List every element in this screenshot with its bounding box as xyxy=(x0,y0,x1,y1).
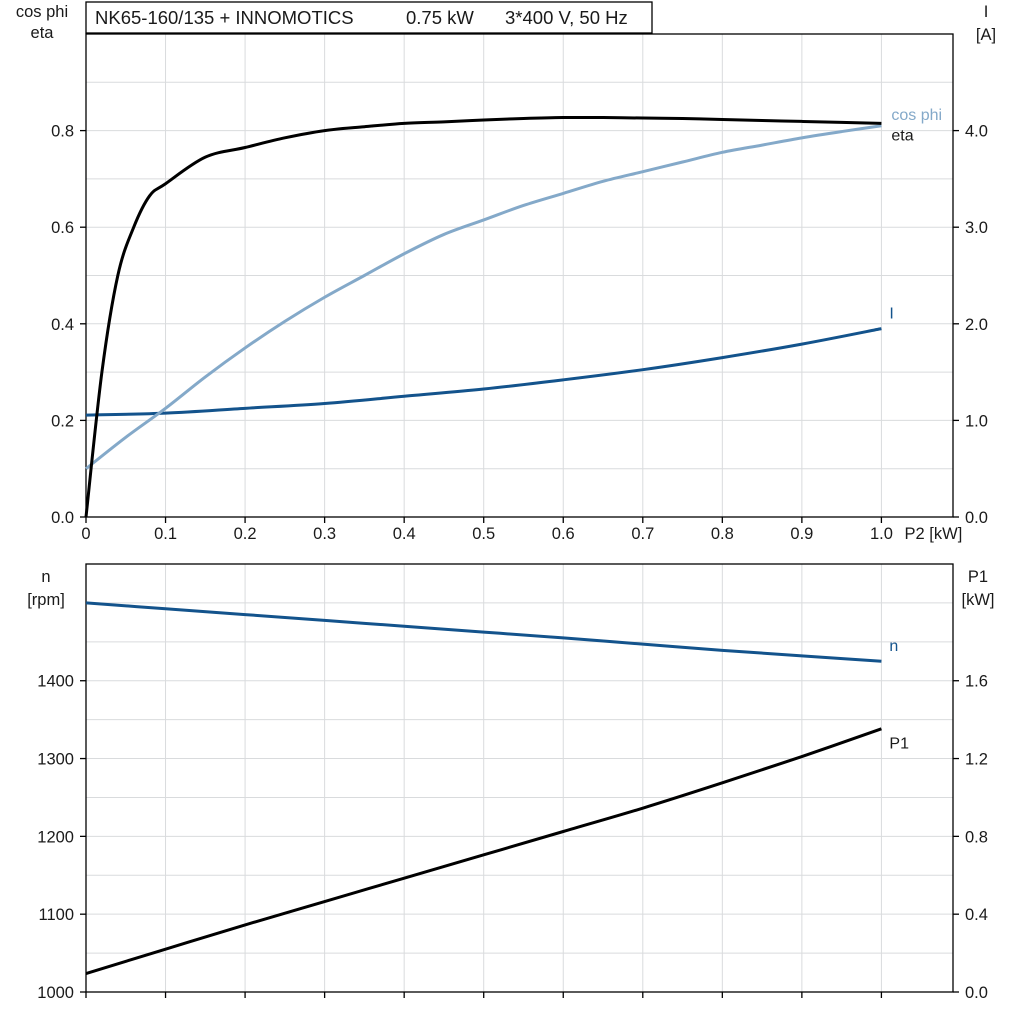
svg-text:0.0: 0.0 xyxy=(965,509,988,527)
svg-text:P1: P1 xyxy=(968,568,988,586)
svg-text:0.4: 0.4 xyxy=(51,316,74,334)
svg-text:0.6: 0.6 xyxy=(51,219,74,237)
svg-text:I: I xyxy=(889,306,893,323)
svg-text:eta: eta xyxy=(31,24,55,42)
svg-text:1300: 1300 xyxy=(37,751,74,769)
svg-text:[A]: [A] xyxy=(976,26,996,44)
svg-text:I: I xyxy=(984,3,989,21)
svg-text:P1: P1 xyxy=(889,736,909,753)
svg-text:[rpm]: [rpm] xyxy=(27,591,65,609)
svg-text:cos phi: cos phi xyxy=(891,107,942,124)
svg-text:0.8: 0.8 xyxy=(711,525,734,543)
svg-text:1.0: 1.0 xyxy=(870,525,893,543)
svg-text:3.0: 3.0 xyxy=(965,219,988,237)
svg-text:2.0: 2.0 xyxy=(965,316,988,334)
svg-text:0.1: 0.1 xyxy=(154,525,177,543)
svg-text:1100: 1100 xyxy=(39,906,74,924)
svg-text:0.8: 0.8 xyxy=(965,828,988,846)
svg-text:0.8: 0.8 xyxy=(51,123,74,141)
svg-text:0.0: 0.0 xyxy=(965,984,988,1002)
svg-text:n: n xyxy=(41,568,50,586)
svg-text:1.0: 1.0 xyxy=(965,412,988,430)
svg-text:0.6: 0.6 xyxy=(552,525,575,543)
svg-text:0.7: 0.7 xyxy=(631,525,654,543)
svg-text:0.2: 0.2 xyxy=(234,525,257,543)
svg-text:1.6: 1.6 xyxy=(965,673,988,691)
svg-text:1400: 1400 xyxy=(37,673,74,691)
svg-text:0.3: 0.3 xyxy=(313,525,336,543)
svg-text:0.4: 0.4 xyxy=(393,525,416,543)
svg-text:0.9: 0.9 xyxy=(790,525,813,543)
svg-text:1000: 1000 xyxy=(37,984,74,1002)
svg-text:eta: eta xyxy=(891,127,913,144)
svg-text:P2 [kW]: P2 [kW] xyxy=(905,525,963,543)
svg-text:4.0: 4.0 xyxy=(965,123,988,141)
svg-text:[kW]: [kW] xyxy=(962,591,995,609)
svg-text:0.2: 0.2 xyxy=(51,412,74,430)
svg-text:cos phi: cos phi xyxy=(16,3,68,21)
svg-text:0: 0 xyxy=(81,525,90,543)
svg-text:1.2: 1.2 xyxy=(965,751,988,769)
svg-text:0.0: 0.0 xyxy=(51,509,74,527)
svg-text:1200: 1200 xyxy=(37,828,74,846)
svg-text:0.5: 0.5 xyxy=(472,525,495,543)
svg-text:0.4: 0.4 xyxy=(965,906,988,924)
svg-text:n: n xyxy=(889,638,898,655)
